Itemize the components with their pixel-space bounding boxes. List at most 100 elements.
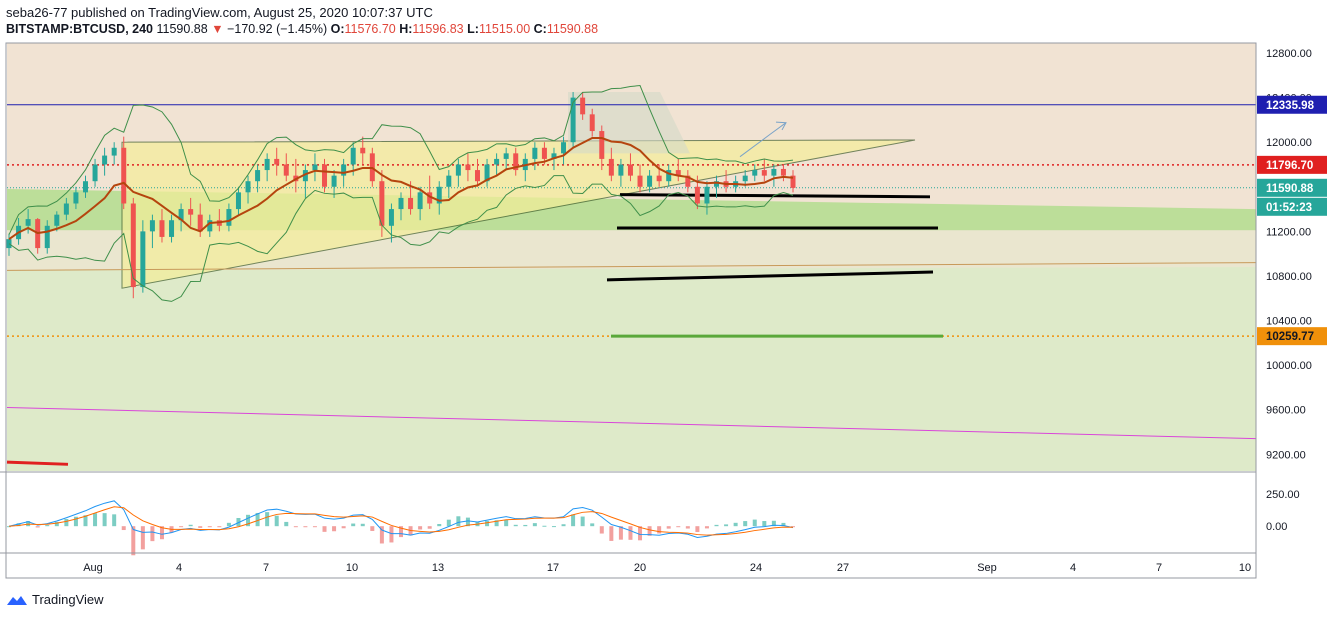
candle-body [599, 131, 605, 159]
candle-body [264, 158, 270, 171]
macd-histogram-bar [456, 516, 461, 527]
candle-body [761, 170, 767, 176]
price-label-text: 11590.88 [1266, 183, 1314, 195]
time-tick-label: 4 [176, 562, 182, 574]
macd-histogram-bar [303, 526, 308, 528]
macd-histogram-bar [246, 514, 251, 527]
candle-body [398, 197, 404, 210]
black-support-3 [606, 270, 934, 282]
macd-histogram-bar [695, 526, 700, 533]
candle-body [312, 164, 318, 171]
candle-body [149, 220, 155, 232]
macd-histogram-bar [485, 520, 490, 527]
candle-body [44, 225, 50, 249]
candle-body [111, 147, 117, 156]
candle-body [159, 220, 165, 237]
macd-histogram-bar [666, 526, 671, 529]
macd-histogram-bar [494, 520, 499, 527]
candle-body [350, 147, 356, 165]
bollinger-upper [8, 85, 794, 235]
candle-body [63, 203, 69, 215]
candle-body [541, 147, 547, 159]
time-tick-label: 20 [634, 562, 646, 574]
candle-body [484, 164, 490, 182]
time-tick-label: 24 [750, 562, 762, 574]
macd-histogram-bar [418, 526, 423, 530]
macd-histogram-bar [561, 524, 566, 527]
macd-histogram-bar [504, 519, 509, 527]
time-tick-label: 27 [837, 562, 849, 574]
tradingview-brand[interactable]: TradingView [6, 592, 104, 607]
price-label-text: 12335.98 [1266, 100, 1315, 112]
price-tick-label: 10800.00 [1266, 271, 1312, 283]
candle-body [302, 170, 308, 182]
candle-body [188, 209, 194, 215]
candle-body [274, 158, 280, 165]
magenta-trendline [6, 406, 1257, 440]
candle-body [589, 114, 595, 132]
candle-body [25, 219, 31, 226]
price-tick-label: 12800.00 [1266, 48, 1312, 60]
price-label-box [1257, 178, 1327, 197]
macd-histogram-bar [599, 526, 604, 534]
bollinger-lower [8, 175, 794, 302]
price-label-text: 01:52:23 [1266, 202, 1312, 214]
macd-histogram-bar [618, 526, 623, 540]
macd-histogram-bar [7, 526, 11, 528]
high-value: 11596.83 [412, 22, 464, 36]
macd-histogram-bar [446, 519, 451, 527]
macd-histogram-bar [293, 526, 298, 528]
time-tick-label: Aug [83, 562, 103, 574]
candle-body [417, 192, 423, 210]
macd-histogram-bar [647, 526, 652, 536]
candle-body [130, 203, 136, 288]
macd-histogram-bar [580, 516, 585, 527]
price-label-box [1257, 155, 1327, 174]
macd-tick-label: 250.00 [1266, 489, 1300, 501]
open-value: 11576.70 [344, 22, 396, 36]
macd-pane-background [7, 472, 1256, 552]
candle-body [169, 220, 175, 237]
macd-line [8, 500, 794, 538]
candle-body [140, 231, 146, 288]
price-tick-label: 11200.00 [1266, 226, 1311, 238]
macd-histogram-bar [265, 512, 270, 527]
candle-body [408, 197, 414, 210]
candle-body [771, 168, 777, 176]
candle-body [704, 186, 710, 204]
candle-body [331, 175, 337, 187]
candle-body [322, 164, 328, 187]
macd-histogram-bar [207, 526, 212, 528]
macd-histogram-bar [523, 524, 528, 527]
candle-body [92, 164, 98, 182]
macd-histogram-bar [676, 526, 681, 528]
macd-histogram-bar [360, 523, 365, 527]
candle-body [513, 153, 519, 171]
time-tick-label: 13 [432, 562, 444, 574]
macd-histogram-bar [159, 526, 164, 540]
change-arrow-icon: ▼ [211, 22, 224, 36]
chart-frame [5, 42, 1257, 579]
macd-histogram-bar [131, 526, 136, 556]
macd-histogram-bar [733, 522, 738, 527]
macd-histogram-bar [312, 526, 317, 528]
macd-histogram-bar [379, 526, 384, 544]
time-tick-label: 17 [547, 562, 559, 574]
candle-body [780, 168, 786, 176]
macd-histogram-bar [255, 512, 260, 527]
macd-histogram-bar [140, 526, 145, 550]
macd-histogram-bar [609, 526, 614, 541]
candle-body [714, 181, 720, 187]
candle-body [341, 164, 347, 176]
price-tick-label: 9200.00 [1266, 449, 1306, 461]
macd-histogram-bar [198, 526, 203, 528]
price-tick-label: 12000.00 [1266, 137, 1312, 149]
candle-body [427, 192, 433, 204]
symbol-label[interactable]: BITSTAMP:BTCUSD, 240 [6, 22, 154, 36]
macd-histogram-bar [513, 524, 518, 527]
macd-histogram-bar [112, 514, 117, 527]
candle-body [551, 153, 557, 159]
publisher-line: seba26-77 published on TradingView.com, … [6, 5, 433, 20]
time-tick-label: Sep [977, 562, 997, 574]
